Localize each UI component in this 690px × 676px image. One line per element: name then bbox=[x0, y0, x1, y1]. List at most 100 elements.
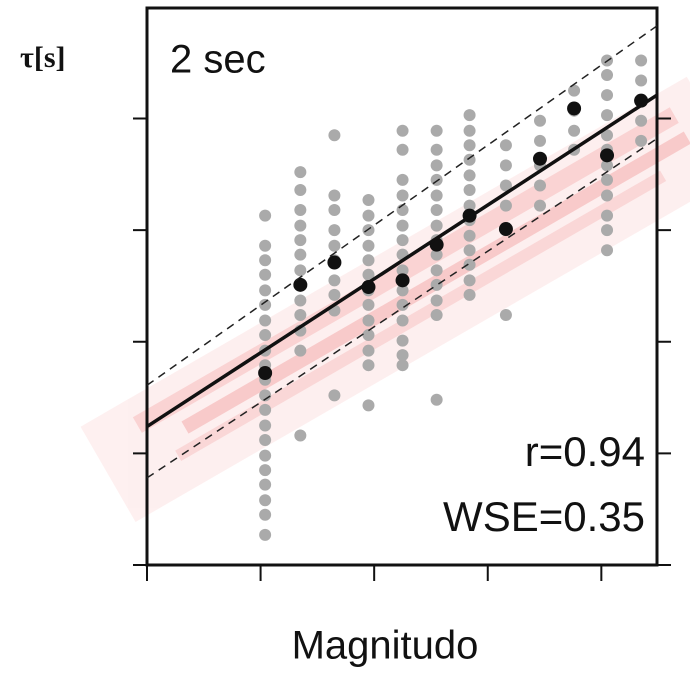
data-point bbox=[362, 268, 375, 281]
plot-frame bbox=[145, 6, 659, 567]
data-point bbox=[463, 244, 476, 257]
data-point bbox=[430, 393, 443, 406]
data-point bbox=[328, 129, 341, 142]
data-point bbox=[463, 199, 476, 212]
data-point bbox=[328, 204, 341, 217]
data-point bbox=[328, 389, 341, 402]
data-point bbox=[430, 248, 443, 261]
data-point bbox=[328, 189, 341, 202]
data-point bbox=[259, 389, 272, 402]
data-point bbox=[362, 359, 375, 372]
data-point bbox=[396, 314, 409, 327]
data-point bbox=[294, 183, 307, 196]
plot-area bbox=[147, 25, 657, 541]
data-point bbox=[396, 143, 409, 156]
data-point bbox=[430, 308, 443, 321]
mean-point bbox=[327, 255, 342, 270]
data-point bbox=[430, 159, 443, 172]
data-point bbox=[294, 166, 307, 179]
data-point bbox=[463, 258, 476, 271]
data-point bbox=[259, 284, 272, 297]
data-point bbox=[430, 294, 443, 307]
data-point bbox=[601, 244, 614, 257]
data-point bbox=[396, 298, 409, 311]
data-point bbox=[396, 264, 409, 277]
data-point bbox=[601, 159, 614, 172]
data-point bbox=[259, 268, 272, 281]
data-point bbox=[294, 248, 307, 261]
data-point bbox=[362, 239, 375, 252]
data-point bbox=[259, 449, 272, 462]
data-point bbox=[430, 264, 443, 277]
data-point bbox=[259, 239, 272, 252]
data-point bbox=[396, 284, 409, 297]
annotation: r=0.94 bbox=[525, 428, 645, 475]
mean-point bbox=[395, 273, 410, 288]
data-point bbox=[430, 278, 443, 291]
data-point bbox=[328, 274, 341, 287]
data-point bbox=[430, 173, 443, 186]
data-point bbox=[328, 288, 341, 301]
data-point bbox=[396, 124, 409, 137]
data-point bbox=[259, 209, 272, 222]
data-point bbox=[259, 464, 272, 477]
data-point bbox=[635, 134, 648, 147]
data-point bbox=[294, 344, 307, 357]
data-point bbox=[362, 329, 375, 342]
confidence-line bbox=[147, 25, 657, 386]
data-point bbox=[568, 84, 581, 97]
data-point bbox=[430, 189, 443, 202]
data-point bbox=[601, 109, 614, 122]
data-point bbox=[328, 239, 341, 252]
data-point bbox=[463, 169, 476, 182]
data-point bbox=[294, 264, 307, 277]
mean-point bbox=[600, 148, 615, 163]
data-point bbox=[463, 229, 476, 242]
data-point bbox=[534, 134, 547, 147]
annotation: WSE=0.35 bbox=[443, 493, 645, 540]
data-point bbox=[259, 419, 272, 432]
data-point bbox=[635, 74, 648, 87]
data-point bbox=[362, 193, 375, 206]
confidence-line bbox=[147, 137, 657, 479]
data-point bbox=[601, 129, 614, 142]
data-point bbox=[294, 204, 307, 217]
data-point bbox=[601, 68, 614, 81]
data-point bbox=[259, 403, 272, 416]
x-axis-label: Magnitudo bbox=[292, 624, 479, 668]
data-point bbox=[534, 199, 547, 212]
data-point bbox=[499, 139, 512, 152]
mean-point bbox=[293, 277, 308, 292]
data-point bbox=[259, 329, 272, 342]
data-point bbox=[294, 294, 307, 307]
data-point bbox=[601, 89, 614, 102]
data-point bbox=[430, 143, 443, 156]
data-point bbox=[396, 334, 409, 347]
data-point bbox=[362, 344, 375, 357]
data-point bbox=[499, 199, 512, 212]
data-point bbox=[294, 429, 307, 442]
data-point bbox=[430, 219, 443, 232]
data-point bbox=[294, 308, 307, 321]
data-point bbox=[294, 219, 307, 232]
data-point bbox=[396, 189, 409, 202]
data-point bbox=[430, 204, 443, 217]
data-point bbox=[362, 224, 375, 237]
data-point bbox=[362, 209, 375, 222]
data-point bbox=[396, 234, 409, 247]
mean-point bbox=[498, 222, 513, 237]
data-point bbox=[259, 508, 272, 521]
data-point bbox=[534, 179, 547, 192]
data-point bbox=[362, 314, 375, 327]
data-point bbox=[601, 189, 614, 202]
data-point bbox=[499, 308, 512, 321]
data-point bbox=[635, 54, 648, 67]
mean-point bbox=[567, 101, 582, 116]
data-point bbox=[362, 254, 375, 267]
panel-label: 2 sec bbox=[170, 38, 266, 82]
data-point bbox=[463, 153, 476, 166]
data-point bbox=[396, 359, 409, 372]
data-point bbox=[463, 139, 476, 152]
data-point bbox=[463, 183, 476, 196]
data-point bbox=[463, 109, 476, 122]
